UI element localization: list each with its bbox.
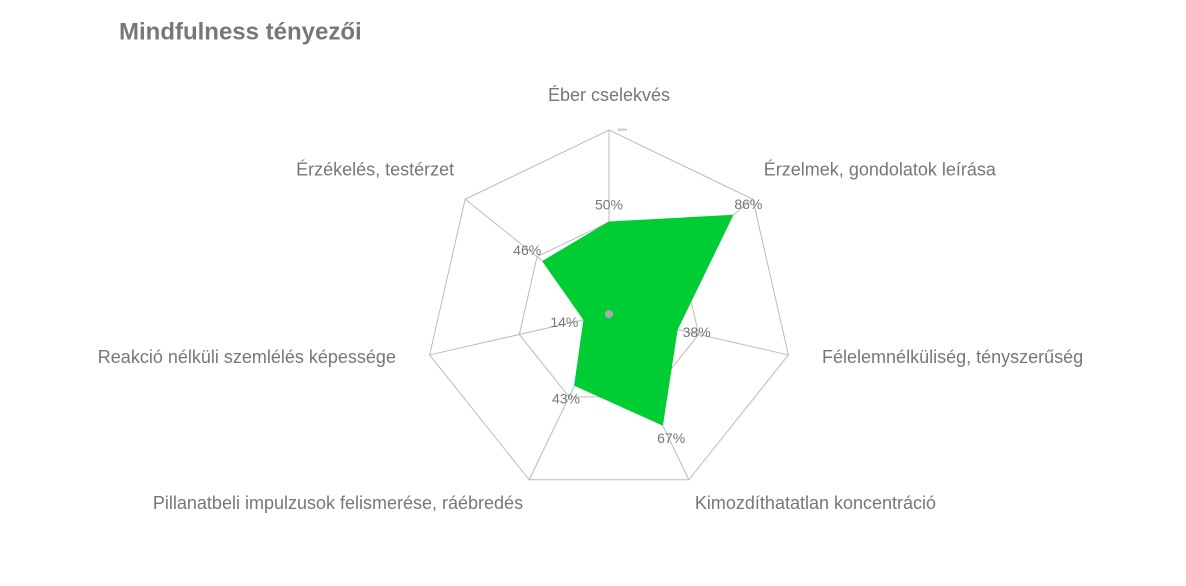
category-label: Érzékelés, testérzet [296,159,454,179]
data-area [542,214,734,426]
r-tick-label: 100% [617,127,628,132]
data-label: 43% [552,390,580,406]
category-label: Reakció nélküli szemlélés képessége [98,347,396,367]
category-label: Kimozdíthatatlan koncentráció [695,493,936,513]
category-label: Pillanatbeli impulzusok felismerése, ráé… [153,493,523,513]
grid-ring [429,129,789,481]
data-label: 14% [550,314,578,330]
chart-title: Mindfulness tényezői [119,18,362,45]
axis-spoke [429,313,610,356]
data-label: 50% [595,197,623,213]
data-label: 46% [513,242,541,258]
data-label: 38% [683,324,711,340]
data-label: 67% [657,430,685,446]
category-label: Érzelmek, gondolatok leírása [764,159,997,179]
center-dot [605,310,613,318]
data-label: 86% [734,196,762,212]
category-label: Éber cselekvés [548,85,670,105]
category-label: Félelemnélküliség, tényszerűség [822,347,1083,367]
